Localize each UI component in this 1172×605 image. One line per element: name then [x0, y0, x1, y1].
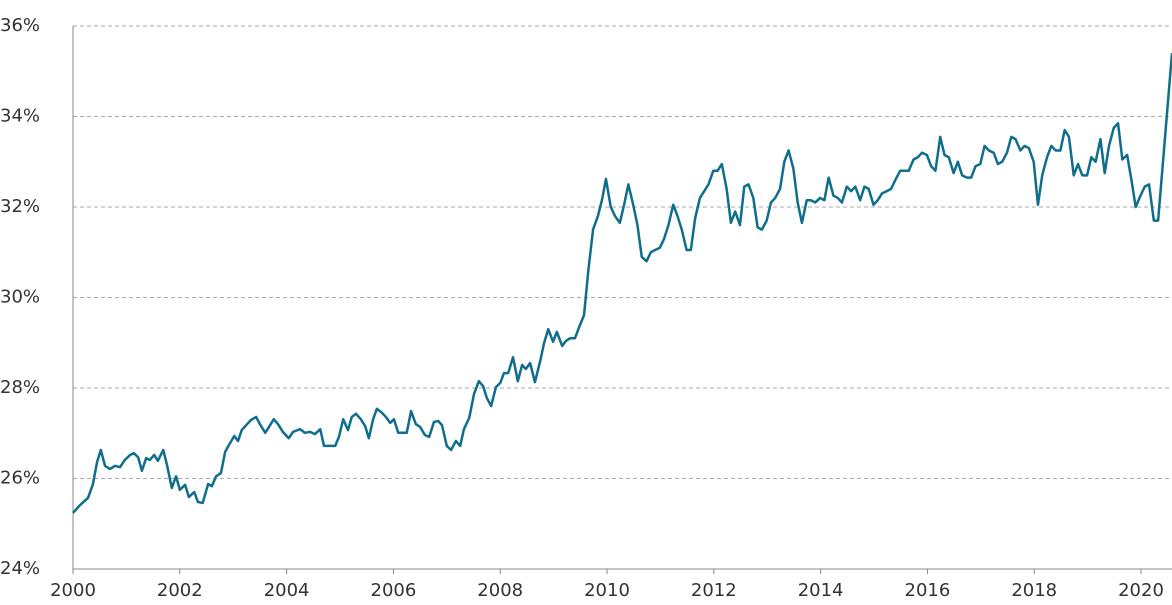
y-tick-label: 30%	[0, 287, 40, 308]
x-tick-label: 2014	[798, 580, 844, 601]
x-tick-label: 2018	[1011, 580, 1057, 601]
x-tick-label: 2016	[905, 580, 951, 601]
x-tick-label: 2004	[264, 580, 310, 601]
y-tick-label: 26%	[0, 468, 40, 489]
x-tick-label: 2002	[157, 580, 203, 601]
x-tick-label: 2012	[691, 580, 737, 601]
y-tick-label: 34%	[0, 106, 40, 127]
x-tick-label: 2006	[371, 580, 417, 601]
x-tick-label: 2000	[50, 580, 96, 601]
y-tick-label: 28%	[0, 377, 40, 398]
y-tick-label: 36%	[0, 15, 40, 36]
y-tick-label: 32%	[0, 196, 40, 217]
x-tick-label: 2010	[584, 580, 630, 601]
line	[72, 53, 1172, 514]
y-tick-label: 24%	[0, 558, 40, 579]
x-tick-label: 2008	[477, 580, 523, 601]
x-tick-label: 2020	[1118, 580, 1164, 601]
